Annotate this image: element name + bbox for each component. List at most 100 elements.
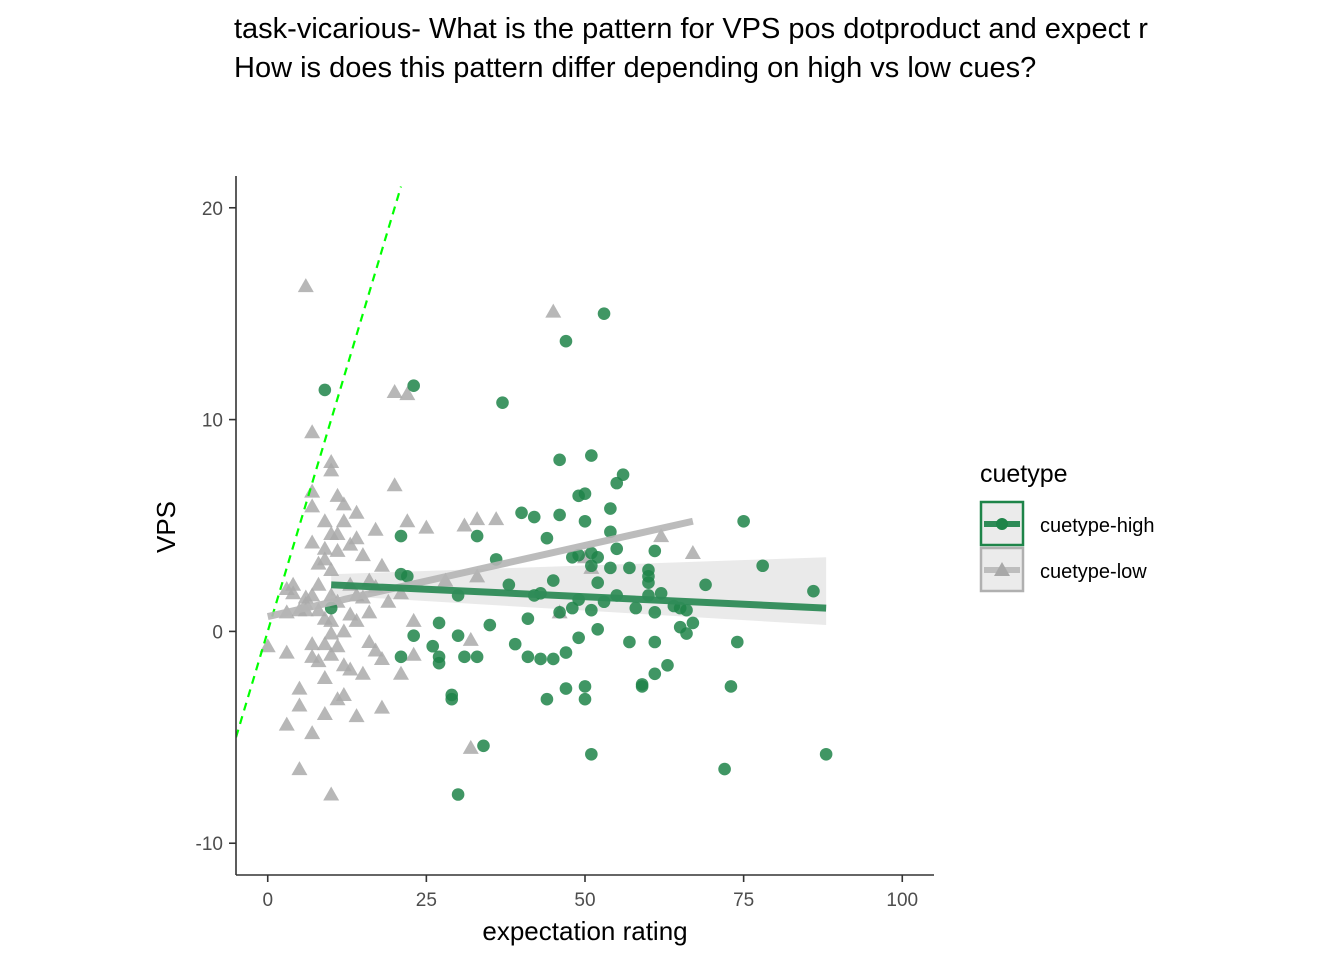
point-high (401, 570, 414, 583)
plot-area (236, 186, 833, 801)
point-low (310, 602, 327, 617)
point-low (316, 540, 333, 555)
point-low (418, 519, 435, 534)
point-low (373, 557, 390, 572)
point-high (578, 514, 592, 528)
point-high (559, 646, 573, 659)
point-high (407, 379, 420, 393)
point-low (310, 653, 327, 668)
point-low (684, 545, 701, 560)
point-low (316, 706, 333, 721)
point-high (591, 622, 604, 636)
legend-item-low[interactable]: cuetype-low (979, 546, 1147, 593)
point-high (578, 692, 592, 706)
point-low (392, 585, 409, 600)
point-high (604, 502, 617, 515)
point-high (578, 487, 592, 501)
point-low (348, 612, 365, 627)
point-high (807, 584, 820, 598)
point-low (386, 384, 403, 399)
point-high (451, 788, 465, 801)
point-high (654, 586, 668, 600)
point-high (578, 680, 592, 693)
point-low (342, 661, 359, 676)
point-low (291, 680, 308, 695)
point-high (623, 561, 636, 575)
y-tick-label: -10 (196, 834, 223, 855)
x-tick-label: 0 (262, 890, 273, 911)
point-low (335, 513, 352, 528)
point-high (521, 650, 535, 664)
point-low (456, 517, 473, 532)
point-high (585, 747, 598, 761)
point-high (394, 529, 408, 543)
point-low (278, 644, 295, 659)
point-high (585, 449, 598, 462)
point-low (329, 525, 346, 540)
point-low (323, 612, 340, 627)
point-high (699, 578, 712, 592)
point-low (323, 646, 340, 661)
point-low (348, 530, 365, 545)
point-high (477, 739, 490, 753)
point-high (458, 650, 471, 664)
y-tick-label: 0 (212, 622, 223, 643)
point-low (405, 646, 422, 661)
point-low (291, 697, 308, 712)
point-low (304, 636, 321, 651)
point-high (648, 667, 662, 681)
point-high (553, 453, 566, 467)
fit-line-high (331, 581, 827, 612)
legend-item-high[interactable]: cuetype-high (979, 500, 1155, 547)
x-axis-title: expectation rating (482, 916, 687, 946)
point-high (597, 307, 611, 320)
point-low (316, 513, 333, 528)
point-high (591, 576, 604, 589)
point-low (405, 612, 422, 627)
point-high (445, 692, 459, 706)
point-high (572, 548, 585, 562)
point-high (648, 544, 662, 558)
point-high (680, 603, 693, 617)
point-low (329, 638, 346, 653)
point-low (399, 513, 416, 528)
point-high (432, 656, 446, 670)
point-low (316, 551, 333, 566)
point-high (604, 525, 617, 539)
point-high (407, 629, 420, 642)
point-low (259, 638, 276, 653)
reference-line (236, 186, 403, 738)
legend: cuetype cuetype-high cuetype-low (979, 460, 1155, 593)
point-low (310, 576, 327, 591)
point-low (399, 386, 416, 401)
point-low (329, 487, 346, 502)
y-axis-title: VPS (151, 501, 181, 553)
chart-title: task-vicarious- What is the pattern for … (234, 10, 1148, 88)
point-high (585, 603, 598, 617)
x-tick-label: 50 (574, 890, 595, 911)
y-tick-label: 20 (202, 199, 223, 220)
point-low (545, 303, 562, 318)
fit-line-low (266, 517, 694, 620)
point-high (318, 383, 332, 397)
point-high (559, 334, 573, 348)
point-high (546, 574, 560, 587)
point-low (361, 604, 378, 619)
point-low (380, 593, 397, 608)
point-low (285, 585, 302, 600)
point-high (559, 682, 573, 695)
point-low (335, 496, 352, 511)
point-high (623, 635, 636, 649)
point-high (394, 650, 408, 664)
legend-marker-circle (996, 518, 1008, 530)
point-high (470, 650, 484, 664)
plot-panel (236, 186, 833, 801)
point-low (323, 625, 340, 640)
point-high (508, 637, 522, 651)
point-low (335, 686, 352, 701)
point-low (462, 739, 479, 754)
point-low (354, 547, 371, 562)
point-low (469, 511, 486, 526)
legend-marker-triangle (994, 562, 1010, 576)
